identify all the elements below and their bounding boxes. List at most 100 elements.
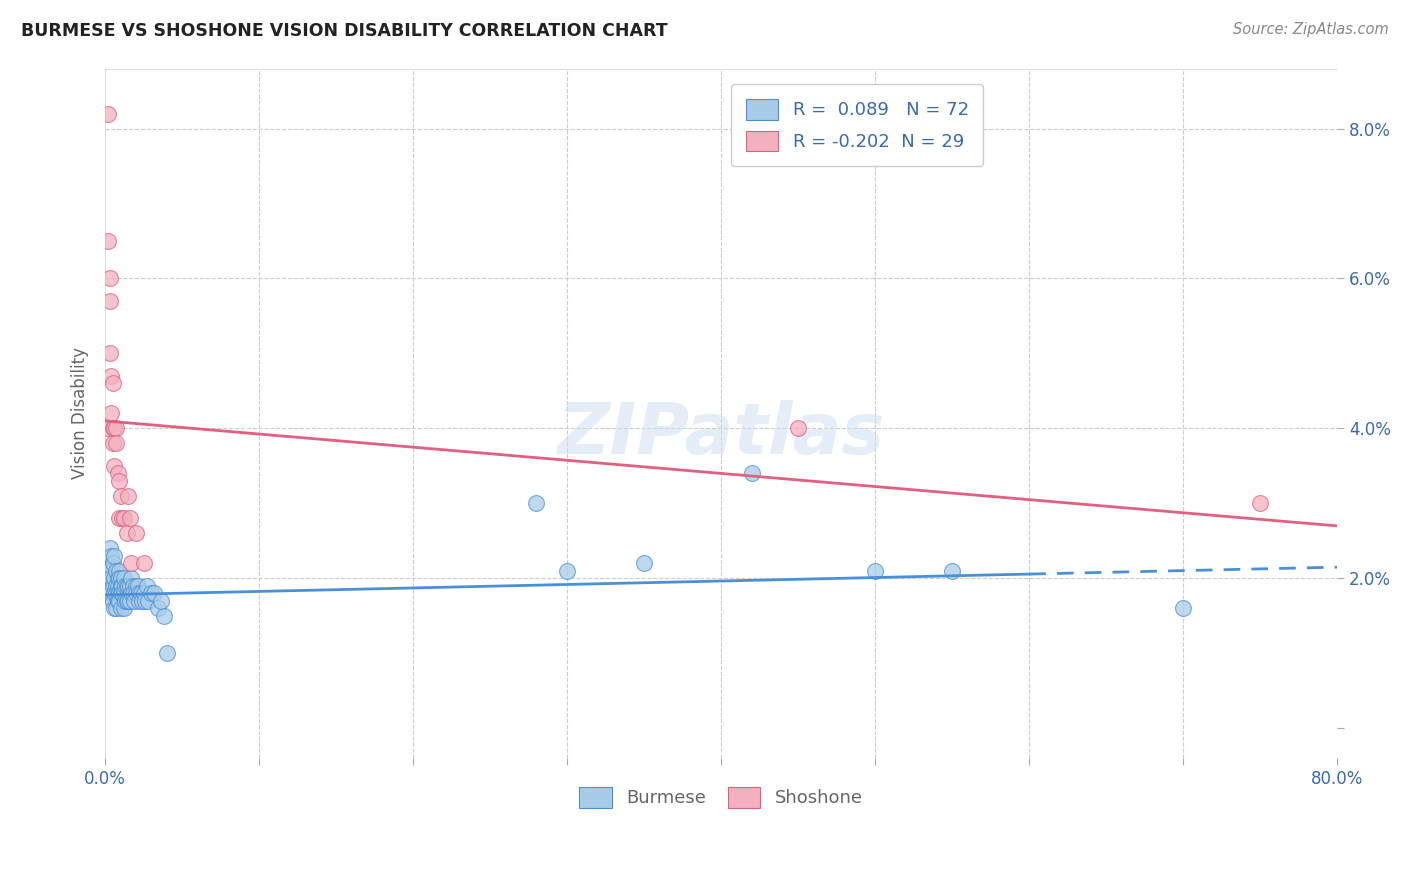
Point xyxy=(96,421,118,435)
Point xyxy=(124,594,146,608)
Point xyxy=(115,579,138,593)
Point xyxy=(115,594,138,608)
Point xyxy=(108,571,131,585)
Point xyxy=(132,586,155,600)
Point xyxy=(136,594,159,608)
Point xyxy=(107,571,129,585)
Point xyxy=(118,594,141,608)
Point xyxy=(103,421,125,435)
Point xyxy=(104,436,127,450)
Point xyxy=(1173,601,1195,615)
Point xyxy=(107,467,129,481)
Point xyxy=(108,511,131,525)
Point xyxy=(110,579,132,593)
Point xyxy=(107,594,129,608)
Point xyxy=(100,368,122,383)
Point xyxy=(101,594,124,608)
Point xyxy=(98,346,121,360)
Point xyxy=(122,586,145,600)
Point xyxy=(118,579,141,593)
Point xyxy=(103,586,125,600)
Point xyxy=(941,564,963,578)
Point xyxy=(135,579,157,593)
Point xyxy=(110,489,132,503)
Point xyxy=(101,421,124,435)
Point xyxy=(97,557,120,571)
Point xyxy=(110,601,132,615)
Point xyxy=(132,557,155,571)
Point xyxy=(125,526,148,541)
Point xyxy=(146,601,169,615)
Point xyxy=(120,571,142,585)
Y-axis label: Vision Disability: Vision Disability xyxy=(72,347,89,479)
Point xyxy=(112,586,135,600)
Text: ZIPatlas: ZIPatlas xyxy=(558,400,884,468)
Point xyxy=(787,421,810,435)
Point xyxy=(97,106,120,120)
Point xyxy=(112,571,135,585)
Point xyxy=(863,564,886,578)
Point xyxy=(104,579,127,593)
Point xyxy=(125,579,148,593)
Point xyxy=(134,594,156,608)
Point xyxy=(555,564,578,578)
Point xyxy=(114,594,136,608)
Point xyxy=(101,557,124,571)
Point xyxy=(127,579,149,593)
Point xyxy=(103,601,125,615)
Point xyxy=(156,646,179,660)
Point xyxy=(103,571,125,585)
Point xyxy=(741,467,763,481)
Point xyxy=(100,549,122,563)
Point xyxy=(101,436,124,450)
Point xyxy=(97,234,120,248)
Point xyxy=(128,586,150,600)
Point xyxy=(112,601,135,615)
Point xyxy=(103,458,125,473)
Point xyxy=(149,594,172,608)
Point xyxy=(104,601,127,615)
Point xyxy=(125,586,148,600)
Point xyxy=(128,594,150,608)
Point xyxy=(633,557,655,571)
Point xyxy=(104,586,127,600)
Point xyxy=(108,564,131,578)
Point xyxy=(111,579,134,593)
Point xyxy=(111,586,134,600)
Point xyxy=(101,579,124,593)
Point xyxy=(122,579,145,593)
Point xyxy=(120,586,142,600)
Point xyxy=(117,579,139,593)
Point xyxy=(101,376,124,391)
Point xyxy=(100,406,122,420)
Point xyxy=(98,293,121,308)
Point xyxy=(100,571,122,585)
Point xyxy=(98,271,121,285)
Point xyxy=(115,526,138,541)
Point xyxy=(111,511,134,525)
Point xyxy=(98,541,121,556)
Point xyxy=(120,557,142,571)
Point xyxy=(97,571,120,585)
Point xyxy=(110,586,132,600)
Point xyxy=(104,421,127,435)
Point xyxy=(1249,496,1271,510)
Text: Source: ZipAtlas.com: Source: ZipAtlas.com xyxy=(1233,22,1389,37)
Text: BURMESE VS SHOSHONE VISION DISABILITY CORRELATION CHART: BURMESE VS SHOSHONE VISION DISABILITY CO… xyxy=(21,22,668,40)
Point xyxy=(107,579,129,593)
Point xyxy=(131,594,153,608)
Point xyxy=(118,511,141,525)
Point xyxy=(114,579,136,593)
Point xyxy=(129,586,152,600)
Point xyxy=(107,586,129,600)
Point xyxy=(103,549,125,563)
Point xyxy=(112,511,135,525)
Point xyxy=(108,594,131,608)
Point xyxy=(152,608,174,623)
Point xyxy=(117,594,139,608)
Point xyxy=(100,586,122,600)
Point xyxy=(108,586,131,600)
Legend: Burmese, Shoshone: Burmese, Shoshone xyxy=(572,780,870,815)
Point xyxy=(526,496,548,510)
Point xyxy=(104,564,127,578)
